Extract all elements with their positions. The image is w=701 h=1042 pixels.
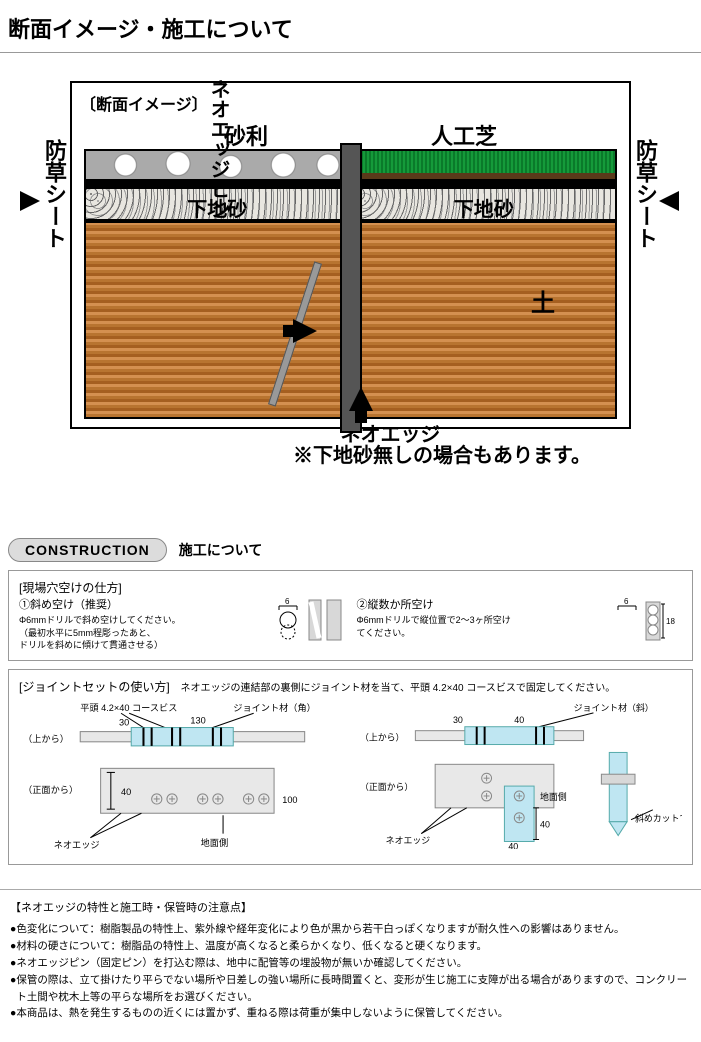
- svg-text:40: 40: [508, 841, 518, 849]
- drill2-heading: ②縦数か所空け: [357, 596, 603, 612]
- construction-pill: CONSTRUCTION: [8, 538, 167, 562]
- svg-text:130: 130: [190, 715, 205, 725]
- note-text: 色変化について：樹脂製品の特性上、紫外線や経年変化により色が黒から若干白っぽくな…: [16, 921, 624, 938]
- drill-panel: [現場穴空けの仕方] ①斜め空け（推奨） Φ6mmドリルで斜め空けしてください。…: [8, 570, 693, 661]
- sand-layer-right: 下地砂: [351, 187, 618, 221]
- svg-text:30: 30: [119, 717, 129, 727]
- note-item: ●材料の硬さについて：樹脂品の特性上、温度が高くなると柔らかくなり、低くなると硬…: [10, 938, 691, 955]
- drill2-svg-icon: 6 18: [616, 596, 682, 642]
- arrow-pin-icon: [293, 319, 317, 343]
- drill1-line2: （最初水平に5mm程彫ったあと、: [19, 627, 261, 640]
- note-item: ●色変化について：樹脂製品の特性上、紫外線や経年変化により色が黒から若干白っぽく…: [10, 921, 691, 938]
- drill2-line2: てください。: [357, 627, 603, 640]
- svg-text:平頭 4.2×40 コースビス: 平頭 4.2×40 コースビス: [80, 703, 177, 713]
- svg-text:ジョイント材（斜）: ジョイント材（斜）: [573, 702, 653, 713]
- svg-text:（上から）: （上から）: [23, 734, 69, 744]
- svg-text:ジョイント材（角）: ジョイント材（角）: [233, 702, 316, 713]
- svg-text:18: 18: [666, 617, 675, 626]
- svg-text:（上から）: （上から）: [359, 732, 403, 742]
- label-weed-sheet-right: 防草シート: [629, 139, 661, 249]
- note-text: ネオエッジピン（固定ピン）を打込む際は、地中に配管等の埋設物が無いか確認してくだ…: [16, 955, 467, 972]
- drill1-line3: ドリルを斜めに傾けて貫通させる）: [19, 639, 261, 652]
- note-text: 本商品は、熱を発生するものの近くには置かず、重ねる際は荷重が集中しないように保管…: [16, 1005, 508, 1022]
- joint-panel: [ジョイントセットの使い方] ネオエッジの連結部の裏側にジョイント材を当て、平頭…: [8, 669, 693, 865]
- notes-title: 【ネオエッジの特性と施工時・保管時の注意点】: [10, 900, 691, 918]
- turf-layer: [351, 149, 618, 181]
- joint-right-svg-icon: ジョイント材（斜） 30 40 （上から） （正面から）: [356, 701, 683, 849]
- page-title: 断面イメージ・施工について: [0, 0, 701, 53]
- construction-subtitle: 施工について: [179, 540, 263, 560]
- drill1-line1: Φ6mmドリルで斜め空けしてください。: [19, 614, 261, 627]
- drill1-figure: 6: [275, 596, 345, 652]
- label-sand-right: 下地砂: [454, 193, 514, 222]
- drill1-svg-icon: 6: [275, 596, 345, 642]
- drill-method-2: ②縦数か所空け Φ6mmドリルで縦位置で2～3ヶ所空け てください。 6: [357, 596, 683, 652]
- note-item: ●保管の際は、立て掛けたり平らでない場所や日差しの強い場所に長時間置くと、変形が…: [10, 972, 691, 1006]
- svg-text:地面側: 地面側: [201, 837, 229, 848]
- svg-text:40: 40: [121, 787, 131, 797]
- joint-right-figure: ジョイント材（斜） 30 40 （上から） （正面から）: [356, 701, 683, 856]
- joint-panel-desc: ネオエッジの連結部の裏側にジョイント材を当て、平頭 4.2×40 コースビスで固…: [180, 683, 615, 694]
- arrow-left-icon: [659, 191, 679, 211]
- cross-section-diagram: 砂利 人工芝 防草シート 防草シート 下地砂: [84, 119, 617, 419]
- svg-text:ネオエッジ: ネオエッジ: [54, 840, 100, 850]
- note-text: 材料の硬さについて：樹脂品の特性上、温度が高くなると柔らかくなり、低くなると硬く…: [16, 938, 487, 955]
- soil-layer-right: 土: [351, 221, 618, 419]
- joint-left-figure: 平頭 4.2×40 コースビス ジョイント材（角） 30 130 （上から）: [19, 701, 346, 856]
- layer-stack: 下地砂 下地砂 土: [84, 149, 617, 419]
- label-neo-edge-pin: ネオエッジピン: [204, 79, 233, 219]
- svg-text:6: 6: [285, 597, 290, 606]
- svg-text:地面側: 地面側: [540, 791, 567, 802]
- svg-text:（正面から）: （正面から）: [23, 785, 78, 795]
- label-turf: 人工芝: [431, 119, 497, 151]
- note-text: 保管の際は、立て掛けたり平らでない場所や日差しの強い場所に長時間置くと、変形が生…: [16, 972, 691, 1006]
- construction-section: CONSTRUCTION 施工について [現場穴空けの仕方] ①斜め空け（推奨）…: [0, 538, 701, 865]
- label-weed-sheet-left: 防草シート: [38, 139, 70, 249]
- svg-text:斜めカットで入りやすい: 斜めカットで入りやすい: [635, 812, 682, 823]
- cross-section-wrap: 〔断面イメージ〕 砂利 人工芝 防草シート 防草シート: [0, 53, 701, 478]
- note-item: ●ネオエッジピン（固定ピン）を打込む際は、地中に配管等の埋設物が無いか確認してく…: [10, 955, 691, 972]
- drill-panel-title: [現場穴空けの仕方]: [19, 579, 682, 596]
- svg-text:ネオエッジ: ネオエッジ: [385, 835, 430, 845]
- svg-text:100: 100: [282, 795, 297, 805]
- drill1-heading: ①斜め空け（推奨）: [19, 596, 261, 612]
- arrow-stake-icon: [349, 387, 373, 411]
- weed-sheet-text-right: 防草シート: [629, 139, 661, 249]
- cross-section-title: 〔断面イメージ〕: [80, 91, 621, 115]
- weed-sheet-text-left: 防草シート: [38, 139, 70, 249]
- svg-text:（正面から）: （正面から）: [359, 782, 412, 792]
- joint-panel-title: [ジョイントセットの使い方]: [19, 680, 170, 694]
- joint-left-svg-icon: 平頭 4.2×40 コースビス ジョイント材（角） 30 130 （上から）: [19, 701, 346, 854]
- drill-method-1: ①斜め空け（推奨） Φ6mmドリルで斜め空けしてください。 （最初水平に5mm程…: [19, 596, 345, 652]
- arrow-right-icon: [20, 191, 40, 211]
- svg-text:30: 30: [452, 715, 462, 725]
- notes-section: 【ネオエッジの特性と施工時・保管時の注意点】 ●色変化について：樹脂製品の特性上…: [0, 889, 701, 1042]
- drill2-line1: Φ6mmドリルで縦位置で2～3ヶ所空け: [357, 614, 603, 627]
- svg-text:6: 6: [624, 597, 629, 606]
- cross-section-box: 〔断面イメージ〕 砂利 人工芝 防草シート 防草シート: [70, 81, 631, 429]
- drill2-figure: 6 18: [616, 596, 682, 642]
- svg-text:40: 40: [540, 819, 550, 829]
- svg-text:40: 40: [514, 715, 524, 725]
- note-item: ●本商品は、熱を発生するものの近くには置かず、重ねる際は荷重が集中しないように保…: [10, 1005, 691, 1022]
- label-soil: 土: [531, 283, 555, 318]
